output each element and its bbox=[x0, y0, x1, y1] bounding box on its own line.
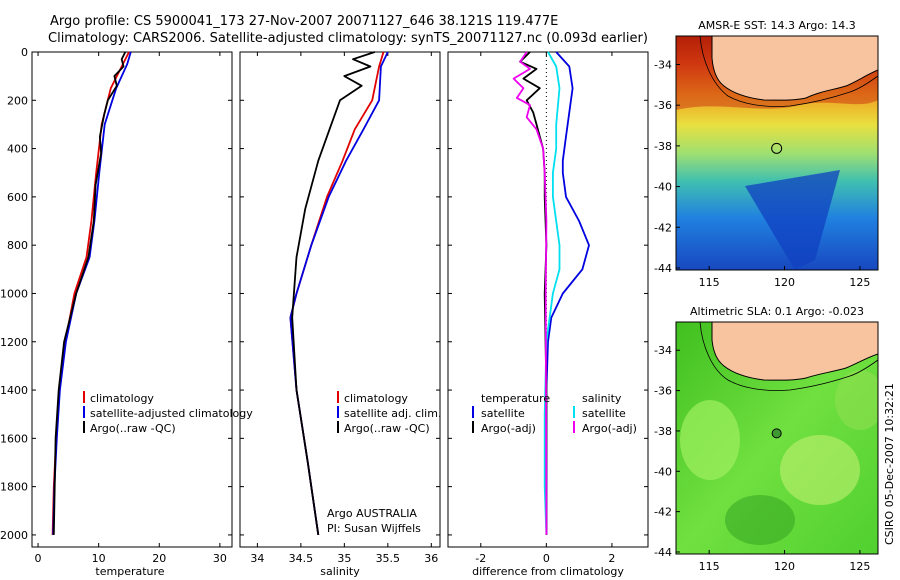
legend-title-temperature: temperature bbox=[481, 392, 550, 405]
x-tick-label: 36 bbox=[424, 552, 438, 565]
depth-tick-label: 1200 bbox=[0, 336, 28, 349]
x-tick-label: 35 bbox=[337, 552, 351, 565]
legend-label-argo: Argo(..raw -QC) bbox=[344, 422, 430, 435]
map-x-tick-label: 120 bbox=[774, 560, 795, 573]
sst-argo-marker bbox=[771, 142, 783, 154]
sst-coast-contour bbox=[699, 36, 878, 107]
temperature-x-axis: 0 10 20 30 bbox=[35, 52, 227, 565]
legend-label-satellite: satellite-adjusted climatology bbox=[90, 407, 253, 420]
series-line-argo-raw-qc- bbox=[291, 51, 376, 536]
map-x-tick-label: 125 bbox=[849, 276, 870, 289]
sla-coast-contour bbox=[699, 322, 878, 391]
sla-landmass bbox=[711, 322, 878, 381]
legend-label-satellite: satellite adj. clim. bbox=[344, 407, 441, 420]
salinity-series bbox=[289, 51, 389, 536]
sla-blob bbox=[680, 400, 740, 480]
legend-label-sal-argo: Argo(-adj) bbox=[582, 422, 637, 435]
sst-map-frame bbox=[675, 35, 879, 271]
map-y-tick-label: -36 bbox=[654, 99, 672, 112]
depth-tick-label: 1800 bbox=[0, 481, 28, 494]
map-y-tick-label: -42 bbox=[654, 221, 672, 234]
sla-blob bbox=[835, 370, 878, 430]
map-y-tick-label: -44 bbox=[654, 262, 672, 275]
sla-map bbox=[676, 322, 878, 554]
salinity-x-axis: 34 34.5 35 35.5 36 bbox=[250, 52, 438, 565]
sst-map-title: AMSR-E SST: 14.3 Argo: 14.3 bbox=[698, 19, 856, 32]
legend-label-temp-satellite: satellite bbox=[481, 407, 525, 420]
difference-axis-label: difference from climatology bbox=[472, 565, 624, 578]
temperature-panel bbox=[31, 51, 233, 548]
difference-x-axis: -2 0 2 bbox=[475, 52, 615, 565]
temperature-axis-label: temperature bbox=[95, 565, 164, 578]
map-y-tick-label: -38 bbox=[654, 425, 672, 438]
map-y-tick-label: -36 bbox=[654, 385, 672, 398]
sst-cold-tongue bbox=[745, 170, 840, 270]
x-tick-label: 10 bbox=[92, 552, 106, 565]
series-line-argo-raw-qc- bbox=[52, 51, 127, 535]
sla-map-axes: 115 120 125 -34 -36 -38 -40 -42 -44 bbox=[654, 344, 870, 573]
sla-map-title: Altimetric SLA: 0.1 Argo: -0.023 bbox=[690, 305, 864, 318]
sla-blob bbox=[725, 495, 795, 545]
sst-landmass bbox=[711, 36, 878, 101]
map-y-tick-label: -40 bbox=[654, 465, 672, 478]
sla-argo-marker bbox=[771, 428, 782, 439]
map-x-tick-label: 125 bbox=[849, 560, 870, 573]
legend-label-climatology: climatology bbox=[90, 392, 154, 405]
map-y-tick-label: -34 bbox=[654, 58, 672, 71]
depth-tick-label: 800 bbox=[7, 239, 28, 252]
series-line-salinity-argo-adj- bbox=[512, 51, 548, 535]
depth-tick-label: 400 bbox=[7, 143, 28, 156]
depth-tick-label: 1600 bbox=[0, 432, 28, 445]
series-line-temperature-satellite bbox=[545, 51, 590, 535]
argo-country-note: Argo AUSTRALIA bbox=[327, 507, 417, 520]
depth-tick-label: 600 bbox=[7, 191, 28, 204]
argo-pi-note: PI: Susan Wijffels bbox=[327, 522, 421, 535]
sla-blob bbox=[780, 435, 860, 505]
x-tick-label: 35.5 bbox=[376, 552, 401, 565]
map-x-tick-label: 115 bbox=[699, 560, 720, 573]
map-x-tick-label: 120 bbox=[774, 276, 795, 289]
difference-series bbox=[512, 51, 590, 535]
x-tick-label: -2 bbox=[475, 552, 486, 565]
figure-title-line2: Climatology: CARS2006. Satellite-adjuste… bbox=[48, 31, 648, 46]
depth-tick-label: 200 bbox=[7, 94, 28, 107]
sst-map-axes: 115 120 125 -34 -36 -38 -40 -42 -44 bbox=[654, 58, 870, 289]
figure-title-line1: Argo profile: CS 5900041_173 27-Nov-2007… bbox=[50, 14, 558, 29]
temperature-legend: climatology satellite-adjusted climatolo… bbox=[83, 391, 253, 435]
legend-label-argo: Argo(..raw -QC) bbox=[90, 422, 176, 435]
x-tick-label: 20 bbox=[152, 552, 166, 565]
legend-label-temp-argo: Argo(-adj) bbox=[481, 422, 536, 435]
temperature-series bbox=[51, 51, 132, 535]
sst-map bbox=[676, 36, 878, 270]
map-y-tick-label: -34 bbox=[654, 344, 672, 357]
depth-tick-label: 0 bbox=[21, 46, 28, 59]
map-y-tick-label: -42 bbox=[654, 506, 672, 519]
difference-panel bbox=[447, 51, 649, 548]
x-tick-label: 34.5 bbox=[289, 552, 314, 565]
x-tick-label: 2 bbox=[608, 552, 615, 565]
x-tick-label: 0 bbox=[35, 552, 42, 565]
difference-legend: temperature satellite Argo(-adj) salinit… bbox=[472, 392, 637, 435]
legend-title-salinity: salinity bbox=[582, 392, 622, 405]
sla-map-frame bbox=[675, 321, 879, 555]
timestamp-stamp: CSIRO 05-Dec-2007 10:32:21 bbox=[883, 383, 896, 545]
x-tick-label: 34 bbox=[250, 552, 264, 565]
legend-label-climatology: climatology bbox=[344, 392, 408, 405]
map-y-tick-label: -38 bbox=[654, 140, 672, 153]
salinity-legend: climatology satellite adj. clim. Argo(..… bbox=[327, 391, 441, 535]
depth-tick-label: 1000 bbox=[0, 287, 28, 300]
depth-tick-label: 2000 bbox=[0, 529, 28, 542]
map-x-tick-label: 115 bbox=[699, 276, 720, 289]
salinity-axis-label: salinity bbox=[320, 565, 360, 578]
x-tick-label: 0 bbox=[543, 552, 550, 565]
map-y-tick-label: -44 bbox=[654, 546, 672, 559]
legend-label-sal-satellite: satellite bbox=[582, 407, 626, 420]
salinity-panel bbox=[239, 51, 441, 548]
depth-tick-label: 1400 bbox=[0, 384, 28, 397]
map-y-tick-label: -40 bbox=[654, 181, 672, 194]
x-tick-label: 30 bbox=[213, 552, 227, 565]
depth-axis: 0 200 400 600 800 1000 1200 1400 1600 1800 2000 bbox=[0, 46, 648, 542]
